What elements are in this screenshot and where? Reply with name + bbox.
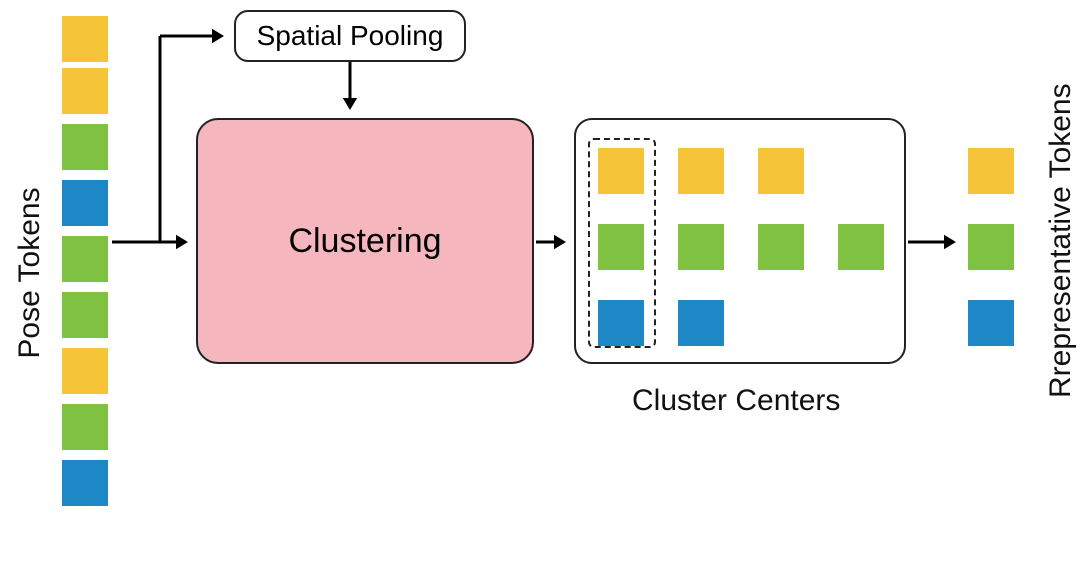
arrows-layer <box>0 0 1080 568</box>
